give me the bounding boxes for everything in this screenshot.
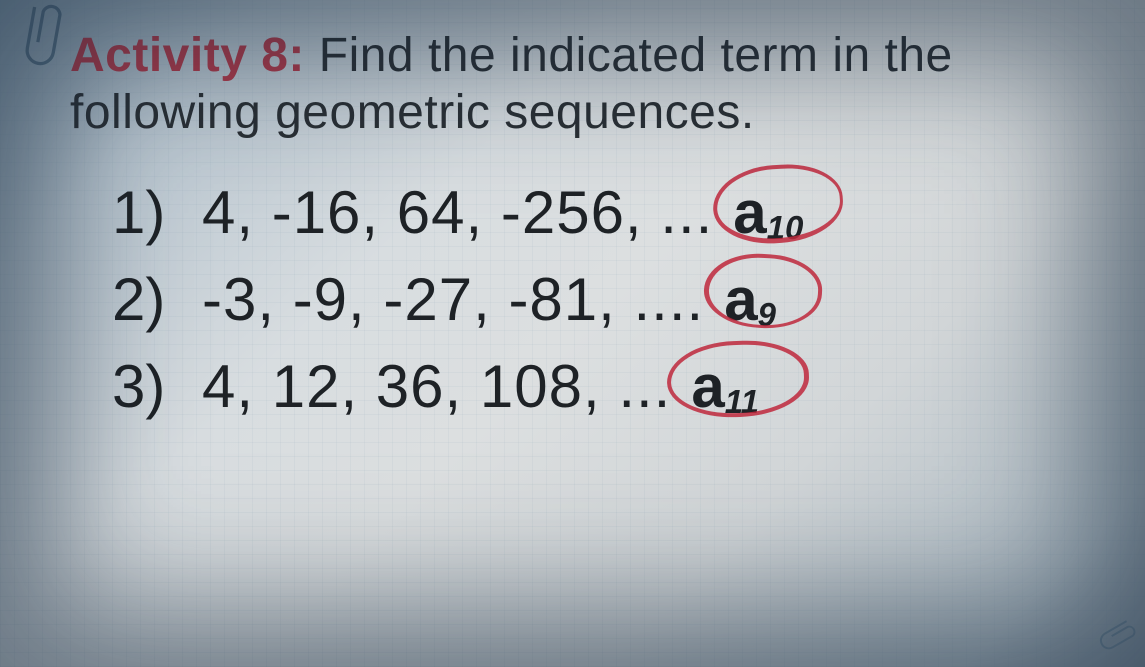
term-variable: a bbox=[733, 179, 766, 246]
indicated-term: a9 bbox=[714, 256, 786, 343]
content-area: Activity 8: Find the indicated term in t… bbox=[70, 28, 1105, 430]
problem-item: 2) -3, -9, -27, -81, .... a9 bbox=[112, 256, 1105, 343]
activity-label: Activity 8: bbox=[70, 29, 305, 82]
problem-list: 1) 4, -16, 64, -256, ... a10 2) -3, -9, … bbox=[70, 169, 1105, 430]
problem-sequence: -3, -9, -27, -81, .... bbox=[202, 256, 704, 343]
problem-number: 3) bbox=[112, 343, 202, 430]
term-variable: a bbox=[724, 266, 757, 333]
term-variable: a bbox=[691, 353, 724, 420]
problem-number: 1) bbox=[112, 169, 202, 256]
problem-sequence: 4, 12, 36, 108, ... bbox=[202, 343, 671, 430]
problem-item: 1) 4, -16, 64, -256, ... a10 bbox=[112, 169, 1105, 256]
problem-item: 3) 4, 12, 36, 108, ... a11 bbox=[112, 343, 1105, 430]
indicated-term: a10 bbox=[723, 169, 813, 256]
problem-sequence: 4, -16, 64, -256, ... bbox=[202, 169, 713, 256]
term-subscript: 9 bbox=[758, 296, 776, 333]
activity-heading: Activity 8: Find the indicated term in t… bbox=[70, 28, 1105, 141]
term-subscript: 10 bbox=[767, 209, 804, 246]
paperclip-icon bbox=[1094, 607, 1145, 663]
indicated-term: a11 bbox=[681, 343, 769, 430]
worksheet-page: Activity 8: Find the indicated term in t… bbox=[0, 0, 1145, 667]
term-subscript: 11 bbox=[725, 383, 759, 420]
problem-number: 2) bbox=[112, 256, 202, 343]
